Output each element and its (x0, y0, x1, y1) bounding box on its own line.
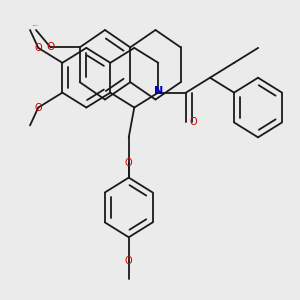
Text: O: O (125, 256, 133, 266)
Text: O: O (34, 43, 42, 53)
Text: O: O (125, 158, 133, 168)
Text: O: O (190, 117, 197, 128)
Text: O: O (34, 103, 42, 112)
Text: methoxy: methoxy (33, 24, 39, 26)
Text: O: O (46, 42, 55, 52)
Text: N: N (154, 86, 163, 96)
